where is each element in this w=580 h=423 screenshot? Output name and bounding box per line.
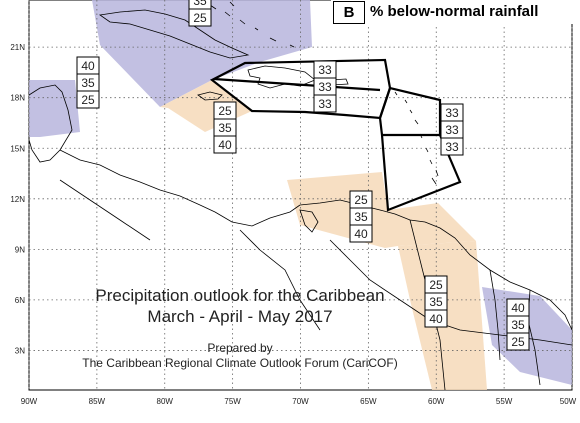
lon-tick-label: 75W — [224, 397, 241, 406]
outline-regions — [209, 58, 462, 212]
outline-lesser-antilles — [378, 86, 462, 212]
legend-badge: B — [333, 1, 365, 24]
prepared-by-label: Prepared by — [207, 341, 273, 355]
zone-cuba-bahamas — [92, 0, 312, 107]
value-text: 25 — [218, 104, 232, 118]
value-text: 33 — [318, 80, 332, 94]
map-title: Precipitation outlook for the Caribbean — [95, 286, 385, 305]
value-text: 35 — [354, 210, 368, 224]
lon-tick-label: 60W — [428, 397, 445, 406]
lon-tick-label: 65W — [360, 397, 377, 406]
lon-tick-label: 90W — [21, 397, 38, 406]
lon-tick-labels: 90W 85W 80W 75W 70W 65W 60W 55W 50W — [21, 397, 577, 406]
value-stack-belize-yucatan: 40 35 25 — [76, 56, 100, 109]
graticule — [28, 0, 573, 390]
outline-divider-1 — [213, 77, 381, 92]
value-text: 25 — [354, 193, 368, 207]
value-text: 35 — [218, 121, 232, 135]
value-text: 25 — [511, 335, 525, 349]
value-text: 40 — [429, 312, 443, 326]
value-stack-jamaica: 25 35 40 — [213, 101, 237, 154]
value-box — [213, 135, 237, 154]
value-text: 40 — [81, 59, 95, 73]
value-text: 35 — [81, 76, 95, 90]
coast-central-america — [28, 84, 301, 227]
value-stack-suriname-french-guiana: 40 35 25 — [506, 298, 530, 351]
value-text: 25 — [429, 278, 443, 292]
value-text: 33 — [445, 123, 459, 137]
value-text: 33 — [318, 97, 332, 111]
lat-tick-label: 3N — [15, 346, 25, 355]
value-box — [506, 332, 530, 351]
lat-tick-label: 9N — [15, 245, 25, 254]
lat-tick-labels: 21N 18N 15N 12N 9N 6N 3N — [10, 43, 25, 355]
lat-tick-label: 6N — [15, 296, 25, 305]
value-text: 25 — [81, 93, 95, 107]
legend-text: % below-normal rainfall — [370, 3, 539, 20]
lat-tick-label: 18N — [10, 94, 25, 103]
lon-tick-label: 55W — [496, 397, 513, 406]
value-box — [424, 309, 448, 328]
coast-bahamas — [209, 1, 295, 48]
lat-tick-label: 15N — [10, 144, 25, 153]
region-value-stacks: 3525403525253540333333333333253540253540… — [76, 0, 530, 351]
value-text: 25 — [193, 11, 207, 25]
organization-label: The Caribbean Regional Climate Outlook F… — [82, 356, 398, 370]
value-box — [313, 94, 337, 113]
value-stack-hispaniola-pr: 33 33 33 — [313, 60, 337, 113]
map-subtitle-period: March - April - May 2017 — [147, 307, 333, 326]
lon-tick-label: 80W — [157, 397, 174, 406]
coast-cuba — [98, 9, 250, 59]
value-stack-abc-islands: 25 35 40 — [349, 190, 373, 243]
coast-maracaibo — [299, 209, 319, 233]
lat-tick-label: 21N — [10, 43, 25, 52]
value-text: 40 — [354, 227, 368, 241]
value-stack-lesser-antilles: 33 33 33 — [440, 103, 464, 156]
lon-tick-label: 85W — [89, 397, 106, 406]
zone-belize-yucatan — [29, 80, 80, 137]
value-text: 33 — [445, 140, 459, 154]
value-box — [76, 90, 100, 109]
legend — [331, 0, 580, 24]
value-text: 40 — [218, 138, 232, 152]
forecast-zones — [29, 0, 572, 390]
value-text: 40 — [511, 301, 525, 315]
value-box — [188, 8, 212, 27]
value-text: 33 — [318, 63, 332, 77]
value-box — [440, 137, 464, 156]
value-stack-guyana: 25 35 40 — [424, 275, 448, 328]
value-box — [349, 224, 373, 243]
value-text: 35 — [193, 0, 207, 8]
value-text: 35 — [511, 318, 525, 332]
coast-jamaica — [197, 91, 223, 101]
value-text: 33 — [445, 106, 459, 120]
lat-tick-label: 12N — [10, 195, 25, 204]
lon-tick-label: 50W — [560, 397, 577, 406]
value-text: 35 — [429, 295, 443, 309]
lon-tick-label: 70W — [292, 397, 309, 406]
